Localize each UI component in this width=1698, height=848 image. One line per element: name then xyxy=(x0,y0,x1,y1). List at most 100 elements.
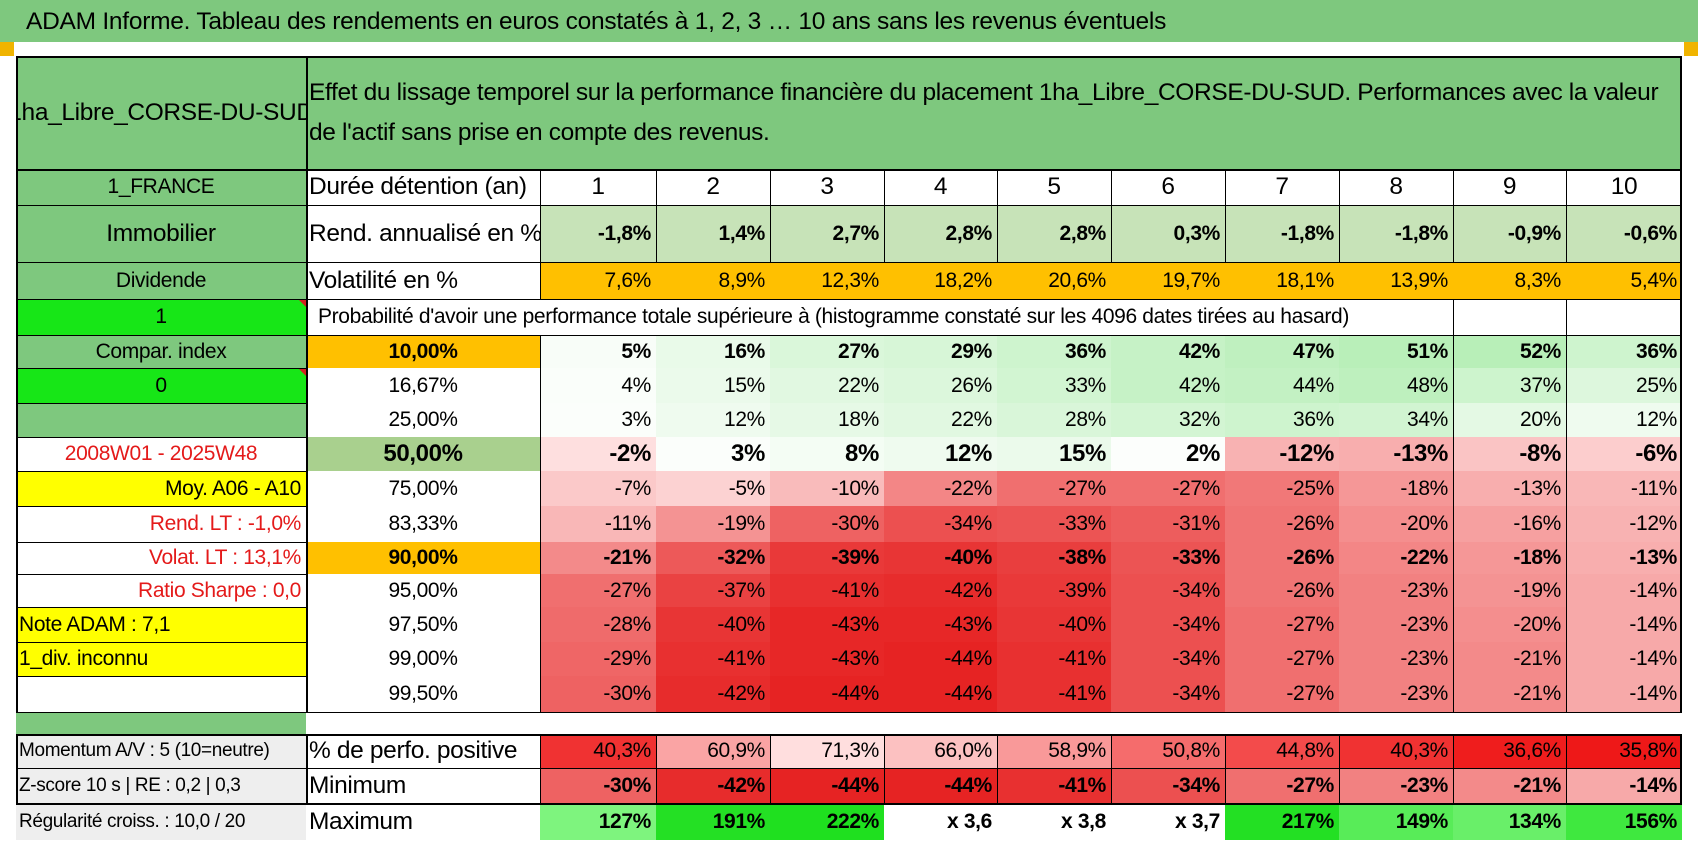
grid-line xyxy=(540,169,541,262)
regularite-label: Régularité croiss. : 10,0 / 20 xyxy=(16,803,306,840)
grid-line xyxy=(1111,169,1112,262)
rend-value: 2,8% xyxy=(884,205,997,262)
vol-value: 7,6% xyxy=(540,262,656,299)
grid-line xyxy=(16,205,1682,206)
quantile-value: -14% xyxy=(1566,642,1682,676)
quantile-value: 18% xyxy=(770,403,884,437)
note-adam-label: Note ADAM : 7,1 xyxy=(16,607,306,642)
vol-value: 5,4% xyxy=(1566,262,1682,299)
quantile-value: -41% xyxy=(997,676,1111,712)
quantile-value: 44% xyxy=(1225,368,1339,403)
quantile-value: -26% xyxy=(1225,574,1339,607)
vol-value: 18,1% xyxy=(1225,262,1339,299)
quantile-value: -44% xyxy=(884,642,997,676)
quantile-value: 52% xyxy=(1453,335,1566,368)
quantile-value: -20% xyxy=(1453,607,1566,642)
quantile-value: 48% xyxy=(1339,368,1453,403)
quantile-value: -14% xyxy=(1566,676,1682,712)
grid-line xyxy=(16,262,1682,263)
quantile-value: 12% xyxy=(1566,403,1682,437)
quantile-label: 99,00% xyxy=(388,647,458,670)
grid-line xyxy=(1453,734,1454,803)
quantile-label: 99,50% xyxy=(388,682,458,705)
quantile-value: -44% xyxy=(884,676,997,712)
quantile-value: -21% xyxy=(1453,642,1566,676)
quantile-value: -23% xyxy=(1339,676,1453,712)
quantile-value: -27% xyxy=(1111,471,1225,506)
year-header: 10 xyxy=(1610,173,1638,200)
year-header: 9 xyxy=(1502,173,1517,200)
quantile-value: -23% xyxy=(1339,607,1453,642)
asset-name: 1ha_Libre_CORSE-DU-SUD xyxy=(16,56,306,169)
quantile-value: -21% xyxy=(1453,676,1566,712)
quantile-value: -21% xyxy=(540,542,656,574)
report-header: ADAM Informe. Tableau des rendements en … xyxy=(0,0,1698,42)
momentum-label: Momentum A/V : 5 (10=neutre) xyxy=(16,734,306,768)
quantile-value: 12% xyxy=(884,437,997,471)
positive-perf-value: 60,9% xyxy=(656,734,770,768)
quantile-value: 15% xyxy=(656,368,770,403)
minimum-value: -41% xyxy=(997,768,1111,803)
quantile-value: 8% xyxy=(770,437,884,471)
quantile-value: -18% xyxy=(1453,542,1566,574)
quantile-value: -19% xyxy=(656,506,770,542)
positive-perf-value: 40,3% xyxy=(540,734,656,768)
quantile-value: -22% xyxy=(884,471,997,506)
positive-perf-value: 58,9% xyxy=(997,734,1111,768)
quantile-value: -42% xyxy=(884,574,997,607)
quantile-label: 25,00% xyxy=(388,408,458,431)
quantile-value: -42% xyxy=(656,676,770,712)
zscore-label: Z-score 10 s | RE : 0,2 | 0,3 xyxy=(16,768,306,803)
vol-value: 12,3% xyxy=(770,262,884,299)
grid-line xyxy=(16,299,1682,300)
grid-line xyxy=(540,262,541,299)
quantile-value: -12% xyxy=(1566,506,1682,542)
quantile-value: 3% xyxy=(656,437,770,471)
quantile-value: -41% xyxy=(770,574,884,607)
positive-perf-value: 36,6% xyxy=(1453,734,1566,768)
grid-line xyxy=(306,335,1682,336)
quantile-value: 16% xyxy=(656,335,770,368)
quantile-label: 50,00% xyxy=(306,437,540,471)
quantile-value: -26% xyxy=(1225,506,1339,542)
separator-green-cell xyxy=(16,712,306,734)
quantile-value: -44% xyxy=(770,676,884,712)
quantile-value: 27% xyxy=(770,335,884,368)
selector-2-input[interactable]: 0 xyxy=(16,368,306,403)
country-label: 1_FRANCE xyxy=(16,169,306,205)
grid-line xyxy=(16,542,306,543)
quantile-value: -13% xyxy=(1566,542,1682,574)
quantile-value: -26% xyxy=(1225,542,1339,574)
vol-value: 8,3% xyxy=(1453,262,1566,299)
positive-perf-value: 40,3% xyxy=(1339,734,1453,768)
quantile-value: -14% xyxy=(1566,607,1682,642)
quantile-value: 32% xyxy=(1111,403,1225,437)
quantile-value: -5% xyxy=(656,471,770,506)
maximum-value: 217% xyxy=(1225,803,1339,840)
grid-line xyxy=(16,368,306,369)
quantile-value: -25% xyxy=(1225,471,1339,506)
grid-line xyxy=(1225,734,1226,803)
grid-line xyxy=(16,56,1682,58)
quantile-value: 25% xyxy=(1566,368,1682,403)
rend-lt-label: Rend. LT : -1,0% xyxy=(149,512,302,535)
report-title: ADAM Informe. Tableau des rendements en … xyxy=(26,8,1167,35)
quantile-label: 95,00% xyxy=(388,578,458,602)
grid-line xyxy=(884,169,885,262)
duration-label: Durée détention (an) xyxy=(309,173,527,200)
quantile-value: -13% xyxy=(1339,437,1453,471)
quantile-value: -27% xyxy=(1225,676,1339,712)
quantile-label: 75,00% xyxy=(388,476,458,500)
grid-line xyxy=(1566,169,1567,262)
quantile-value: 15% xyxy=(997,437,1111,471)
grid-line xyxy=(16,574,306,575)
quantile-value: -12% xyxy=(1225,437,1339,471)
quantile-value: -34% xyxy=(1111,676,1225,712)
grid-line xyxy=(1566,299,1567,712)
selector-1-input[interactable]: 1 xyxy=(16,299,306,335)
maximum-value: 149% xyxy=(1339,803,1453,840)
quantile-value: -10% xyxy=(770,471,884,506)
quantile-value: -33% xyxy=(1111,542,1225,574)
quantile-value: 36% xyxy=(997,335,1111,368)
grid-line xyxy=(16,437,306,438)
